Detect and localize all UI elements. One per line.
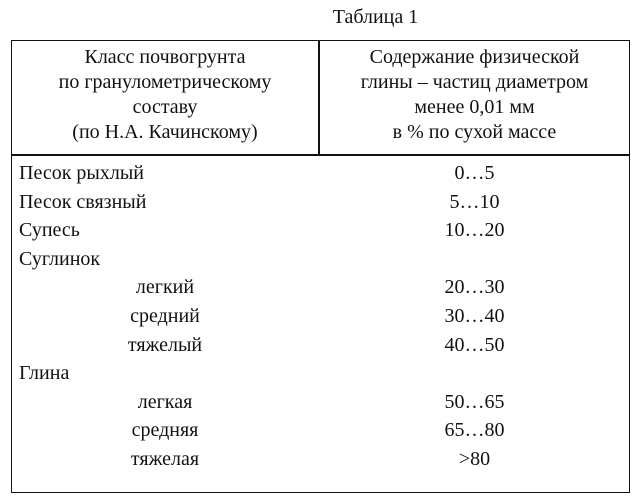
soil-subclass-name: легкий xyxy=(135,276,195,299)
table-row: Супесь 10…20 xyxy=(12,216,629,245)
soil-group-name: Суглинок xyxy=(19,247,101,270)
table-row: тяжелый 40…50 xyxy=(12,331,629,360)
header-line: Содержание физической xyxy=(369,46,580,68)
clay-content-value: 65…80 xyxy=(444,419,505,442)
table-row: средний 30…40 xyxy=(12,302,629,331)
column-divider xyxy=(318,41,320,154)
header-line: в % по сухой массе xyxy=(392,121,557,143)
soil-subclass-name: легкая xyxy=(137,390,193,413)
clay-content-value: 40…50 xyxy=(444,333,505,356)
table-row: тяжелая >80 xyxy=(12,445,629,474)
header-line: (по Н.А. Качинскому) xyxy=(72,121,258,143)
header-line: Класс почвогрунта xyxy=(84,46,246,68)
soil-subclass-name: тяжелый xyxy=(127,333,203,356)
clay-content-value: 50…65 xyxy=(444,390,505,413)
header-rule xyxy=(12,154,629,156)
table-row: средняя 65…80 xyxy=(12,416,629,445)
header-clay-content: Содержание физической глины – частиц диа… xyxy=(320,45,629,145)
clay-content-value: 5…10 xyxy=(449,190,500,213)
soil-class-name: Песок связный xyxy=(19,190,147,213)
clay-content-value: >80 xyxy=(458,447,491,470)
table-row: Песок рыхлый 0…5 xyxy=(12,159,629,188)
soil-subclass-name: тяжелая xyxy=(130,447,200,470)
table-caption: Таблица 1 xyxy=(332,6,419,28)
table-row: Песок связный 5…10 xyxy=(12,188,629,217)
soil-subclass-name: средняя xyxy=(131,419,199,442)
header-soil-class: Класс почвогрунта по гранулометрическому… xyxy=(12,45,318,145)
table-row: Суглинок xyxy=(12,245,629,274)
header-line: глины – частиц диаметром xyxy=(360,71,589,93)
clay-content-value: 0…5 xyxy=(454,162,495,184)
table-row: Глина xyxy=(12,359,629,388)
soil-class-name: Супесь xyxy=(19,219,80,242)
soil-group-name: Глина xyxy=(19,362,70,385)
table-body: Песок рыхлый 0…5 Песок связный 5…10 Супе… xyxy=(12,159,629,474)
clay-content-value: 10…20 xyxy=(444,219,505,242)
header-line: составу xyxy=(132,96,198,118)
soil-classification-table: Класс почвогрунта по гранулометрическому… xyxy=(11,40,630,493)
soil-class-name: Песок рыхлый xyxy=(19,162,144,184)
soil-subclass-name: средний xyxy=(130,304,200,327)
table-row: легкая 50…65 xyxy=(12,388,629,417)
clay-content-value: 20…30 xyxy=(444,276,505,299)
header-line: по гранулометрическому xyxy=(58,71,272,93)
table-row: легкий 20…30 xyxy=(12,273,629,302)
clay-content-value: 30…40 xyxy=(444,304,505,327)
header-line: менее 0,01 мм xyxy=(414,96,535,118)
